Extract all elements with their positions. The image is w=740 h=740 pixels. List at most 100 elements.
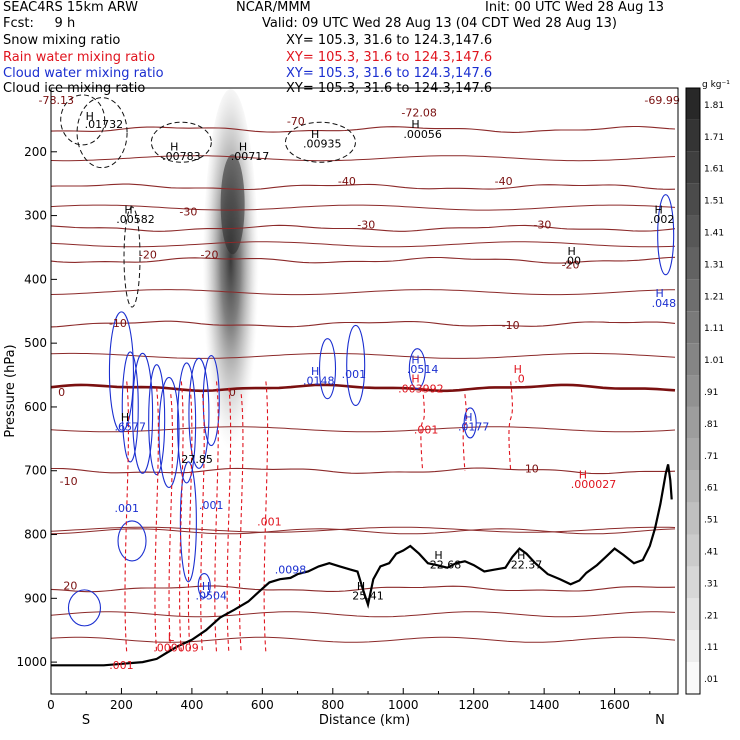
colorbar-label: .51 (704, 516, 718, 526)
temp-contour (51, 636, 676, 643)
extremum-value: .001 (114, 502, 139, 515)
rain-contour (462, 394, 468, 471)
temp-label: -30 (179, 206, 197, 219)
forecast-hour: Fcst: 9 h (3, 16, 76, 31)
rain-contour (214, 381, 219, 653)
extremum-value: .0514 (407, 363, 439, 376)
field-cloud-water-xy: XY= 105.3, 31.6 to 124.3,147.6 (286, 66, 493, 81)
colorbar-swatch (686, 630, 700, 663)
colorbar-swatch (686, 502, 700, 535)
high-marker: H (579, 468, 587, 481)
high-marker: H (86, 110, 94, 123)
y-tick-label: 800 (24, 528, 47, 542)
x-tick-label: 1200 (458, 698, 489, 712)
high-marker: H (517, 549, 525, 562)
snow-core (220, 154, 245, 255)
extremum-value: .002 (650, 213, 675, 226)
extremum-value: .00717 (231, 150, 270, 163)
temp-label: -10 (60, 475, 78, 488)
extremum-value: 25.41 (352, 590, 384, 603)
cloud-water-contour (158, 376, 180, 489)
x-tick-label: 1400 (529, 698, 560, 712)
cloud-ice-contour (150, 121, 212, 163)
x-tick-label: 800 (321, 698, 344, 712)
y-tick-label: 600 (24, 400, 47, 414)
temp-label: -69.99 (644, 94, 679, 107)
colorbar-label: .81 (704, 420, 718, 430)
temp-label: -10 (109, 317, 127, 330)
extremum-value: .001 (109, 659, 134, 672)
y-tick-label: 300 (24, 209, 47, 223)
rain-contour (179, 381, 184, 653)
extremum-value: .000027 (571, 478, 617, 491)
colorbar-label: .21 (704, 611, 718, 621)
y-tick-label: 500 (24, 336, 47, 350)
cloud-water-contour (179, 461, 197, 583)
colorbar-swatch (686, 183, 700, 216)
cloud-water-contour (132, 352, 154, 474)
high-marker: H (202, 580, 210, 593)
high-marker: H (654, 204, 662, 217)
field-rain-xy: XY= 105.3, 31.6 to 124.3,147.6 (286, 50, 493, 65)
colorbar-swatch (686, 598, 700, 631)
init-time: Init: 00 UTC Wed 28 Aug 13 (485, 0, 665, 15)
colorbar-swatch (686, 406, 700, 439)
model-title: SEAC4RS 15km ARW (3, 0, 139, 15)
colorbar-swatch (686, 375, 700, 407)
colorbar-swatch (686, 534, 700, 567)
cloud-water-contour (188, 357, 210, 469)
field-cloud-water-name: Cloud water mixing ratio (3, 66, 164, 81)
valid-time: Valid: 09 UTC Wed 28 Aug 13 (04 CDT Wed … (262, 16, 617, 31)
temp-label: 20 (63, 579, 77, 592)
y-tick-label: 900 (24, 591, 47, 605)
colorbar-swatch (686, 343, 700, 376)
colorbar-swatch (686, 662, 700, 694)
center-label: NCAR/MMM (236, 0, 311, 15)
extremum-value: .01732 (85, 118, 124, 131)
temp-contour (51, 125, 676, 133)
temp-label: -30 (357, 218, 375, 231)
colorbar-swatch (686, 88, 700, 120)
y-axis-title: Pressure (hPa) (3, 344, 18, 437)
colorbar-label: .41 (704, 547, 718, 557)
temp-contour (51, 241, 676, 248)
rain-contour (263, 381, 269, 653)
colorbar-swatch (686, 247, 700, 280)
temp-contour (51, 183, 676, 191)
temp-label: 0 (229, 386, 236, 399)
temp-label: -20 (201, 248, 219, 261)
high-marker: H (411, 373, 419, 386)
colorbar-unit: g kg⁻¹ (702, 80, 730, 90)
colorbar-label: 1.51 (704, 197, 724, 207)
rain-contour (420, 387, 425, 471)
colorbar-swatch (686, 119, 700, 152)
extremum-value: .001 (199, 499, 224, 512)
extremum-value: .00935 (303, 137, 342, 150)
snow-plume (202, 89, 259, 470)
extremum-value: .00 (564, 255, 582, 268)
extremum-value: .0 (514, 373, 525, 386)
high-marker: H (357, 580, 365, 593)
cloud-water-contour (318, 338, 337, 400)
temperature-contours (51, 125, 676, 643)
colorbar-label: .31 (704, 579, 718, 589)
colorbar-swatch (686, 438, 700, 471)
colorbar-label: .11 (704, 643, 718, 653)
cloud-ice-contour (76, 97, 128, 169)
extremum-value: .0177 (458, 421, 490, 434)
colorbar-swatch (686, 151, 700, 184)
field-rain-name: Rain water mixing ratio (3, 50, 156, 65)
high-marker: H (434, 549, 442, 562)
high-marker: H (411, 118, 419, 131)
colorbar-label: 1.11 (704, 324, 724, 334)
temp-label: 0 (58, 386, 65, 399)
terrain-line (51, 464, 673, 667)
extremum-value: .6577 (115, 421, 147, 434)
x-tick-label: 0 (47, 698, 55, 712)
high-marker: H (121, 411, 129, 424)
temp-label: 10 (525, 463, 539, 476)
x-tick-label: 600 (251, 698, 274, 712)
cloud-water-contour (148, 364, 166, 476)
cloud-water-contour (117, 520, 147, 562)
